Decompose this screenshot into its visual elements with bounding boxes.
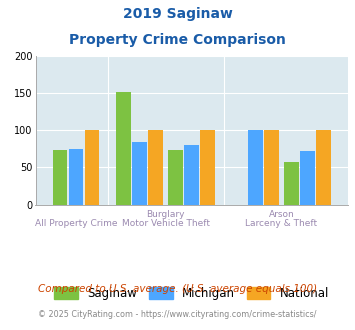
Text: Compared to U.S. average. (U.S. average equals 100): Compared to U.S. average. (U.S. average …: [38, 284, 317, 294]
Bar: [248, 130, 263, 205]
Text: Property Crime Comparison: Property Crime Comparison: [69, 33, 286, 47]
Text: Motor Vehicle Theft: Motor Vehicle Theft: [122, 219, 210, 228]
Text: © 2025 CityRating.com - https://www.cityrating.com/crime-statistics/: © 2025 CityRating.com - https://www.city…: [38, 310, 317, 319]
Legend: Saginaw, Michigan, National: Saginaw, Michigan, National: [54, 287, 329, 300]
Bar: [200, 130, 215, 205]
Bar: [264, 130, 279, 205]
Bar: [116, 92, 131, 205]
Bar: [169, 150, 183, 205]
Text: Burglary: Burglary: [146, 210, 185, 218]
Bar: [148, 130, 163, 205]
Bar: [300, 151, 315, 205]
Text: Larceny & Theft: Larceny & Theft: [245, 219, 317, 228]
Bar: [84, 130, 99, 205]
Bar: [184, 145, 199, 205]
Text: All Property Crime: All Property Crime: [35, 219, 117, 228]
Bar: [132, 142, 147, 205]
Text: Arson: Arson: [268, 210, 294, 218]
Bar: [53, 150, 67, 205]
Bar: [284, 161, 299, 205]
Bar: [69, 149, 83, 205]
Bar: [316, 130, 331, 205]
Text: 2019 Saginaw: 2019 Saginaw: [122, 7, 233, 20]
